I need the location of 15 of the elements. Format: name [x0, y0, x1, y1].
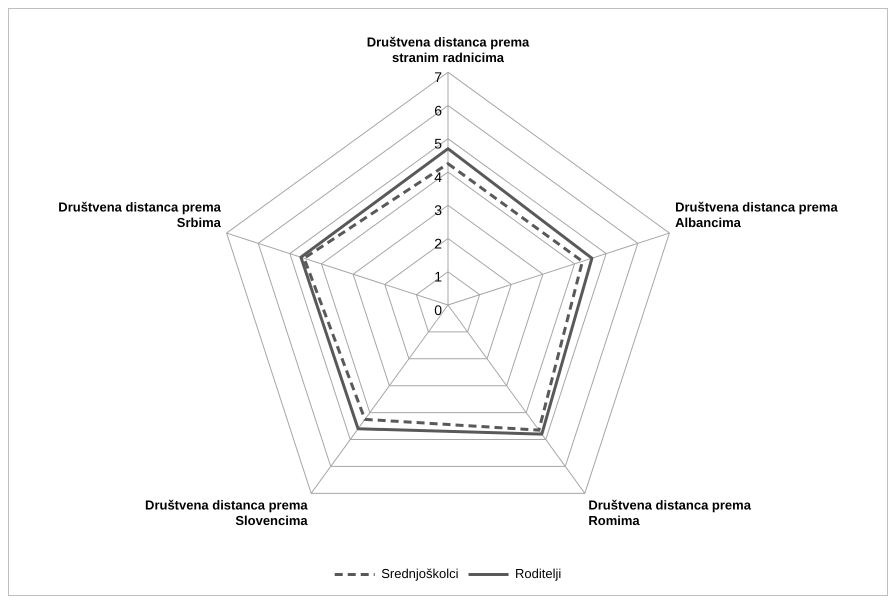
y-tick-label: 6 — [434, 102, 442, 118]
spoke-label: Društvena distanca prema stranim radnicima — [366, 34, 530, 65]
spoke-label: Društvena distanca prema Romima — [588, 498, 752, 528]
y-tick-label: 0 — [434, 302, 442, 318]
spoke-label: Društvena distanca prema Srbima — [58, 199, 222, 230]
y-tick-label: 3 — [434, 202, 442, 218]
legend-label: Roditelji — [515, 566, 562, 582]
spoke-label: Društvena distanca prema Albancima — [675, 199, 838, 230]
y-tick-label: 7 — [434, 69, 442, 86]
y-tick-label: 4 — [434, 168, 442, 185]
spoke-label: Društvena distanca prema Slovencima — [145, 498, 308, 528]
legend-label: Srednjoškolci — [381, 566, 459, 582]
y-tick-label: 2 — [434, 235, 442, 252]
y-tick-label: 5 — [434, 136, 442, 152]
y-tick-label: 1 — [434, 268, 442, 285]
